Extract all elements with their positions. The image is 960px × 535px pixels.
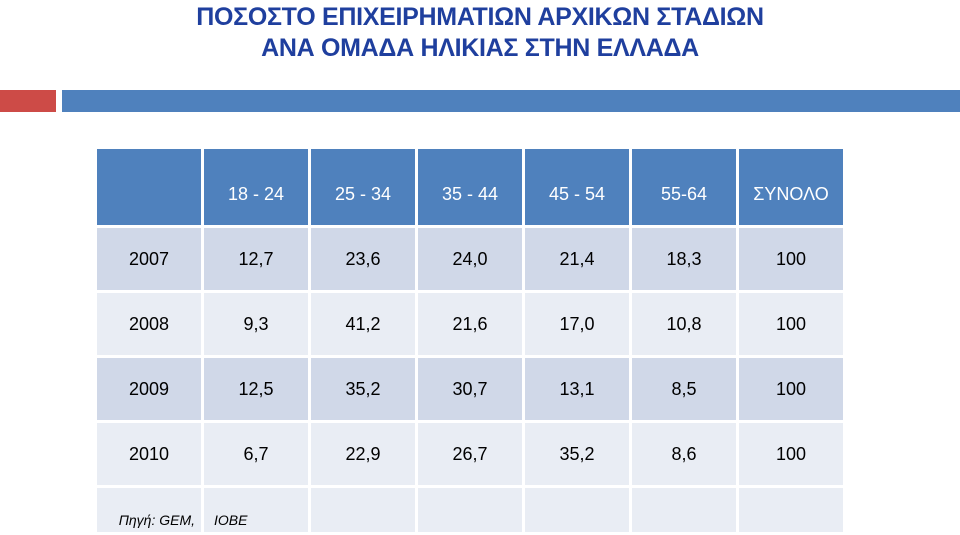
table-cell: 21,6 [415,290,525,358]
title-line-1: ΠΟΣΟΣΤΟ ΕΠΙΧΕΙΡΗΜΑΤΙΩΝ ΑΡΧΙΚΩΝ ΣΤΑΔΙΩΝ [196,3,764,31]
table-cell: 24,0 [415,225,525,293]
table-cell: 8,6 [629,420,739,488]
table-cell: 10,8 [629,290,739,358]
accent-bar-red [0,90,56,112]
table-cell: 26,7 [415,420,525,488]
source-name: ΙΟΒΕ [201,485,311,535]
table-cell: 35,2 [522,420,632,488]
table-cell: 13,1 [522,355,632,423]
table-row: 2009 12,5 35,2 30,7 13,1 8,5 100 [94,355,846,423]
table-cell: 21,4 [522,225,632,293]
accent-bar-blue [62,90,960,112]
table-cell: 41,2 [308,290,418,358]
page-title: ΠΟΣΟΣΤΟ ΕΠΙΧΕΙΡΗΜΑΤΙΩΝ ΑΡΧΙΚΩΝ ΣΤΑΔΙΩΝ Α… [0,2,960,64]
source-label: Πηγή: GEM, [94,485,204,535]
table-cell-empty [522,485,632,535]
table-header-cell: ΣΥΝΟΛΟ [736,146,846,228]
table-header-cell: 35 - 44 [415,146,525,228]
table-cell: 30,7 [415,355,525,423]
table-cell: 6,7 [201,420,311,488]
table-cell: 9,3 [201,290,311,358]
table-cell-year: 2008 [94,290,204,358]
table-cell-empty [736,485,846,535]
table-row: 2007 12,7 23,6 24,0 21,4 18,3 100 [94,225,846,293]
table-cell-year: 2010 [94,420,204,488]
source-row: Πηγή: GEM, ΙΟΒΕ [94,485,846,535]
table-cell-year: 2007 [94,225,204,293]
title-line-2: ΑΝΑ ΟΜΑΔΑ ΗΛΙΚΙΑΣ ΣΤΗΝ ΕΛΛΑΔΑ [261,34,699,62]
table-header-row: 18 - 24 25 - 34 35 - 44 45 - 54 55-64 ΣΥ… [94,146,846,228]
table-cell: 100 [736,355,846,423]
table-cell-empty [415,485,525,535]
table-header-cell: 18 - 24 [201,146,311,228]
table-cell: 12,7 [201,225,311,293]
table-cell: 100 [736,290,846,358]
table-cell: 23,6 [308,225,418,293]
table-cell: 17,0 [522,290,632,358]
table-cell-empty [629,485,739,535]
data-table: 18 - 24 25 - 34 35 - 44 45 - 54 55-64 ΣΥ… [94,146,846,535]
table-cell-year: 2009 [94,355,204,423]
table-cell: 12,5 [201,355,311,423]
table-cell: 35,2 [308,355,418,423]
table-cell: 100 [736,420,846,488]
table-cell: 18,3 [629,225,739,293]
table-header-cell: 25 - 34 [308,146,418,228]
table-row: 2010 6,7 22,9 26,7 35,2 8,6 100 [94,420,846,488]
table-cell: 8,5 [629,355,739,423]
table-cell: 100 [736,225,846,293]
table-header-cell: 55-64 [629,146,739,228]
table-row: 2008 9,3 41,2 21,6 17,0 10,8 100 [94,290,846,358]
table-header-cell: 45 - 54 [522,146,632,228]
table-cell-empty [308,485,418,535]
table-header-cell [94,146,204,228]
table-cell: 22,9 [308,420,418,488]
